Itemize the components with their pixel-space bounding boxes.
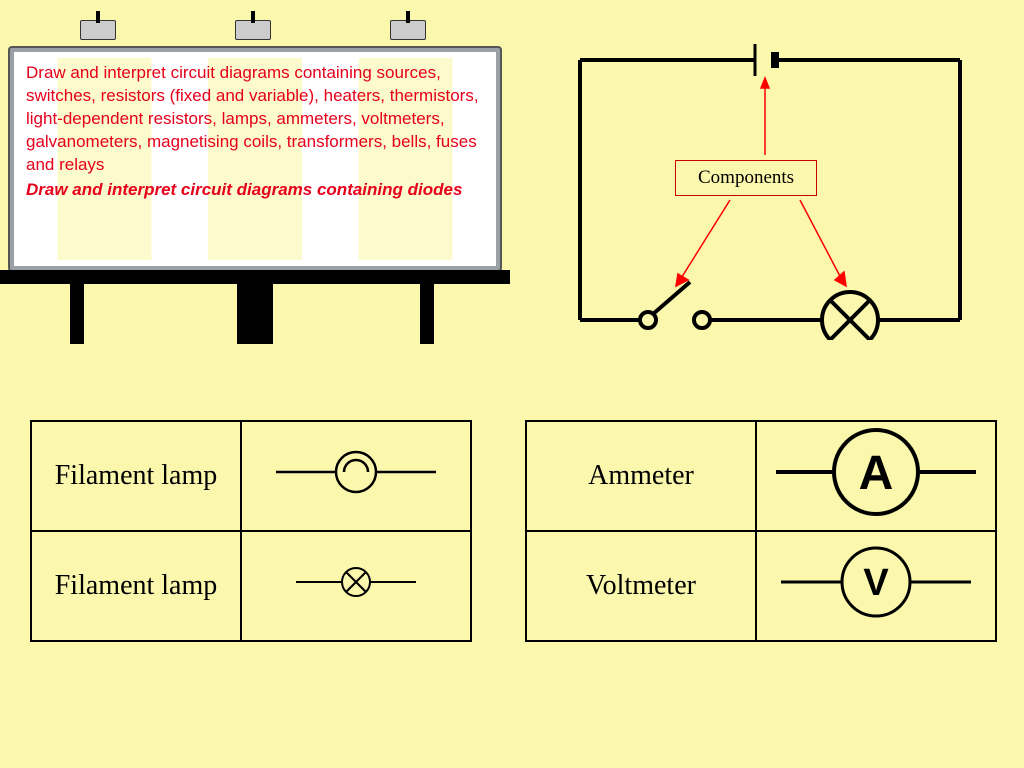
table-row: Filament lamp [31, 421, 471, 531]
ammeter-icon: A [766, 427, 986, 517]
voltmeter-icon: V [766, 537, 986, 627]
billboard-clips [10, 20, 500, 50]
table-row: Voltmeter V [526, 531, 996, 641]
symbol-label: Voltmeter [526, 531, 756, 641]
circuit-diagram: Components [560, 40, 990, 340]
components-label: Components [675, 160, 817, 196]
billboard-main-text: Draw and interpret circuit diagrams cont… [26, 62, 484, 177]
billboard: Draw and interpret circuit diagrams cont… [10, 30, 500, 340]
lamp-cross-icon [266, 552, 446, 612]
billboard-text: Draw and interpret circuit diagrams cont… [26, 62, 484, 256]
symbol-cell-lamp-cross [241, 531, 471, 641]
billboard-sub-text: Draw and interpret circuit diagrams cont… [26, 179, 484, 202]
billboard-frame: Draw and interpret circuit diagrams cont… [10, 48, 500, 270]
voltmeter-letter: V [863, 562, 889, 604]
symbol-label: Filament lamp [31, 421, 241, 531]
table-row: Filament lamp [31, 531, 471, 641]
symbol-label: Filament lamp [31, 531, 241, 641]
symbol-table-left: Filament lamp Filament lamp [30, 420, 472, 642]
symbol-cell-voltmeter: V [756, 531, 996, 641]
symbol-cell-lamp-loop [241, 421, 471, 531]
ammeter-letter: A [859, 447, 894, 500]
symbol-table-right: Ammeter A Voltmeter V [525, 420, 997, 642]
table-row: Ammeter A [526, 421, 996, 531]
symbol-label: Ammeter [526, 421, 756, 531]
billboard-base-bar [0, 270, 510, 284]
symbol-cell-ammeter: A [756, 421, 996, 531]
lamp-loop-icon [266, 442, 446, 502]
billboard-legs [10, 284, 500, 344]
